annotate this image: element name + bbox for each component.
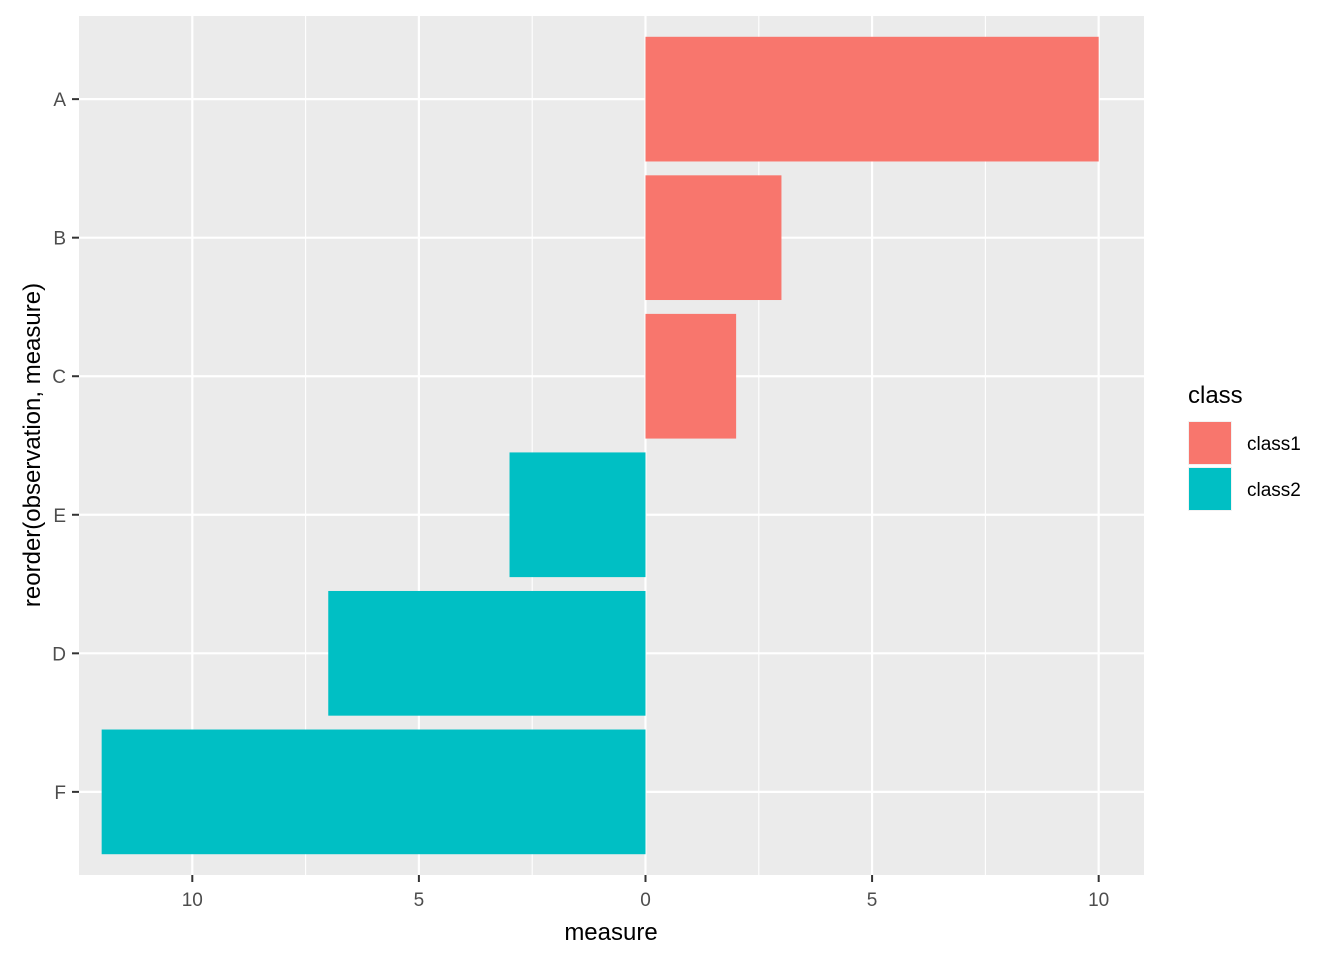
- legend: class class1 class2: [1188, 382, 1301, 511]
- y-tick-label: E: [53, 506, 66, 527]
- legend-swatch-class1: [1189, 422, 1231, 464]
- legend-swatch-class2: [1189, 468, 1231, 510]
- x-tick-label: 10: [1088, 890, 1109, 911]
- legend-label-class1: class1: [1247, 434, 1301, 455]
- y-axis: A B C E D F: [52, 90, 79, 804]
- y-tick-label: C: [52, 367, 66, 388]
- bar-C: [645, 313, 737, 439]
- y-tick-label: B: [53, 229, 66, 250]
- bar-A: [645, 36, 1099, 162]
- y-tick-label: D: [52, 644, 66, 665]
- bar-B: [645, 175, 782, 301]
- legend-title: class: [1188, 382, 1243, 409]
- bars: [101, 36, 1099, 855]
- legend-label-class2: class2: [1247, 480, 1301, 501]
- x-tick-label: 5: [414, 890, 425, 911]
- x-axis-title: measure: [564, 919, 657, 946]
- y-tick-label: F: [54, 783, 66, 804]
- bar-E: [509, 452, 646, 578]
- y-axis-title: reorder(observation, measure): [19, 283, 46, 607]
- x-tick-label: 0: [640, 890, 651, 911]
- x-axis: 10 5 0 5 10: [182, 875, 1109, 911]
- y-tick-label: A: [53, 90, 66, 111]
- x-tick-label: 10: [182, 890, 203, 911]
- bar-F: [101, 729, 646, 855]
- bar-D: [328, 590, 646, 716]
- x-tick-label: 5: [867, 890, 878, 911]
